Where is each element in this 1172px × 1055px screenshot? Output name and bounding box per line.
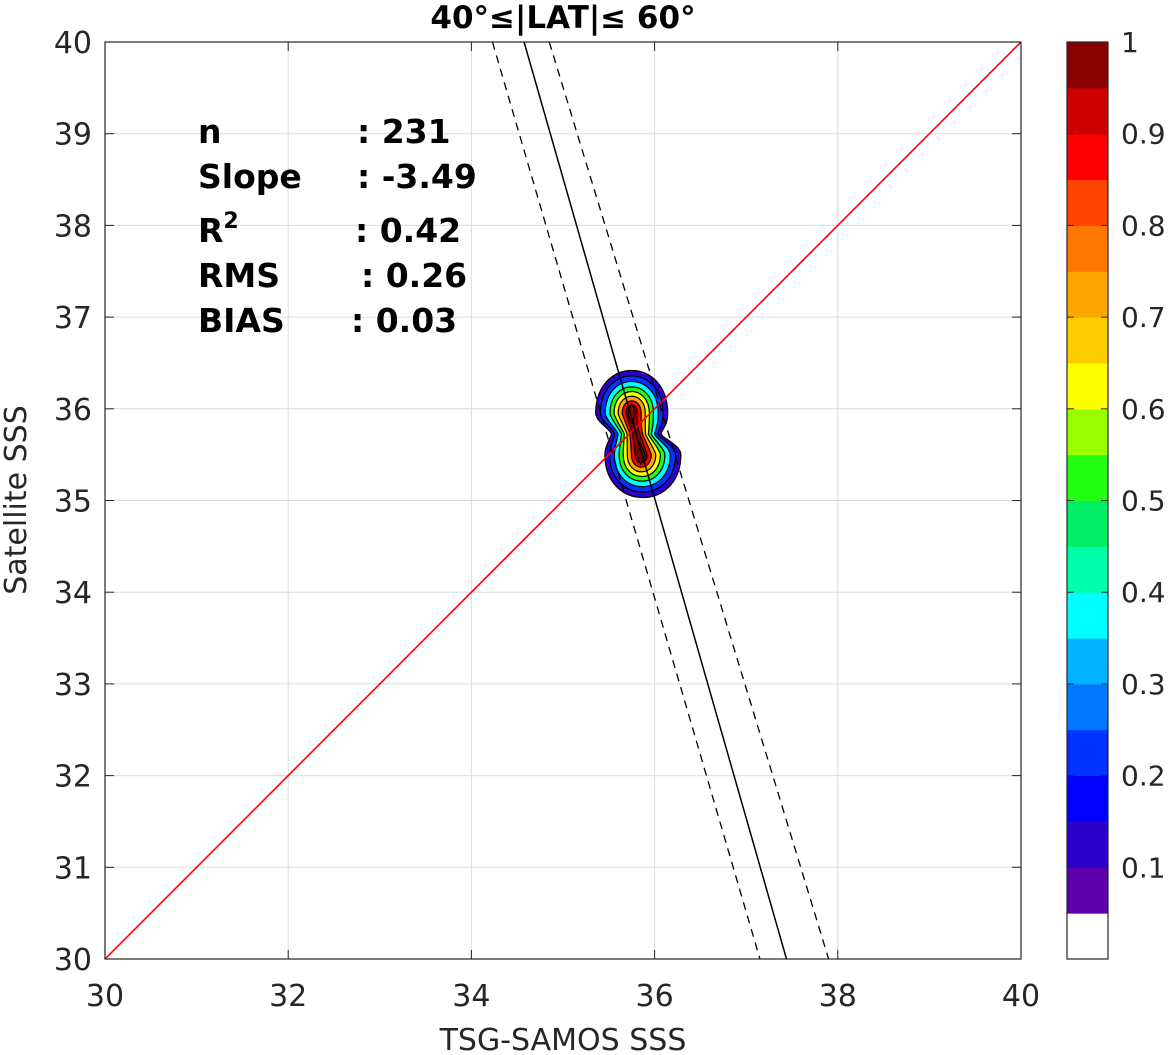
stat-value: : -3.49 — [357, 157, 477, 196]
colorbar-tick-label: 0.9 — [1121, 118, 1166, 151]
stats-annotation: n : 231 Slope : -3.49 R2 : 0.42 RMS : 0.26 BIAS:… — [198, 112, 477, 340]
plot-data — [105, 42, 1021, 959]
stat-label: R2 — [198, 209, 239, 250]
colorbar-swatch — [1067, 867, 1108, 914]
colorbar-swatch — [1067, 87, 1108, 135]
stat-label: RMS — [198, 256, 280, 295]
stat-value: : 0.26 — [361, 256, 467, 295]
colorbar-tick-label: 0.1 — [1121, 851, 1166, 884]
regression-lower-bound — [491, 42, 761, 959]
y-axis-label: Satellite SSS — [0, 405, 34, 595]
stat-value: : 0.03 — [351, 301, 457, 340]
colorbar-swatch — [1067, 913, 1108, 960]
colorbar-tick-label: 0.2 — [1121, 760, 1166, 793]
colorbar-swatch — [1067, 133, 1108, 181]
colorbar-swatch — [1067, 362, 1108, 410]
x-tick-label: 38 — [819, 979, 857, 1014]
x-tick-label: 34 — [452, 979, 490, 1014]
y-tick-label: 37 — [54, 301, 92, 336]
colorbar-swatch — [1067, 271, 1108, 318]
y-tick-label: 36 — [54, 393, 92, 428]
colorbar-swatch — [1067, 179, 1108, 226]
regression-upper-bound — [548, 42, 830, 959]
chart-title: 40°≤|LAT|≤ 60° — [430, 0, 695, 36]
x-tick-label: 36 — [636, 979, 674, 1014]
colorbar-tick-label: 0.8 — [1121, 209, 1166, 242]
x-tick-label: 32 — [269, 979, 307, 1014]
colorbar-swatch — [1067, 683, 1108, 731]
colorbar-swatch — [1067, 775, 1108, 822]
stat-label: Slope — [198, 157, 302, 196]
colorbar-swatch — [1067, 592, 1108, 639]
y-tick-label: 32 — [54, 760, 92, 795]
stat-label: BIAS — [198, 301, 285, 340]
y-tick-label: 33 — [54, 668, 92, 703]
colorbar-swatch — [1067, 546, 1108, 593]
colorbar-swatch — [1067, 408, 1108, 456]
regression-fit-line — [523, 42, 788, 959]
stat-label: n — [198, 112, 222, 151]
colorbar-swatch — [1067, 821, 1108, 868]
y-tick-label: 35 — [54, 485, 92, 520]
colorbar-swatch — [1067, 454, 1108, 501]
colorbar-tick-label: 0.3 — [1121, 668, 1166, 701]
stat-value: : 0.42 — [355, 211, 461, 250]
colorbar-swatch — [1067, 500, 1108, 547]
y-tick-label: 34 — [54, 576, 92, 611]
colorbar-swatch — [1067, 225, 1108, 272]
colorbar-tick-label: 0.4 — [1121, 576, 1166, 609]
y-tick-label: 38 — [54, 209, 92, 244]
y-tick-label: 30 — [54, 943, 92, 978]
y-tick-label: 39 — [54, 118, 92, 153]
x-tick-label: 40 — [1002, 979, 1040, 1014]
x-axis-label: TSG-SAMOS SSS — [439, 1023, 687, 1055]
colorbar-swatch — [1067, 729, 1108, 777]
axis-ticks: 30 32 34 36 38 40 30 31 32 33 34 35 36 37 38 39 40 — [54, 26, 1040, 1014]
colorbar-swatch — [1067, 638, 1108, 685]
colorbar-tick-label: 0.5 — [1121, 485, 1166, 518]
colorbar: 0.1 0.2 0.3 0.4 0.5 0.6 0.7 0.8 0.9 1 — [1066, 26, 1166, 960]
stat-value: : 231 — [357, 112, 451, 151]
y-tick-label: 31 — [54, 851, 92, 886]
y-tick-label: 40 — [54, 26, 92, 61]
identity-line — [105, 42, 1021, 959]
colorbar-swatch — [1067, 317, 1108, 364]
x-tick-label: 30 — [86, 979, 124, 1014]
colorbar-tick-label: 1 — [1121, 26, 1139, 59]
colorbar-tick-label: 0.6 — [1121, 393, 1166, 426]
colorbar-tick-label: 0.7 — [1121, 301, 1166, 334]
colorbar-swatch — [1067, 42, 1108, 89]
